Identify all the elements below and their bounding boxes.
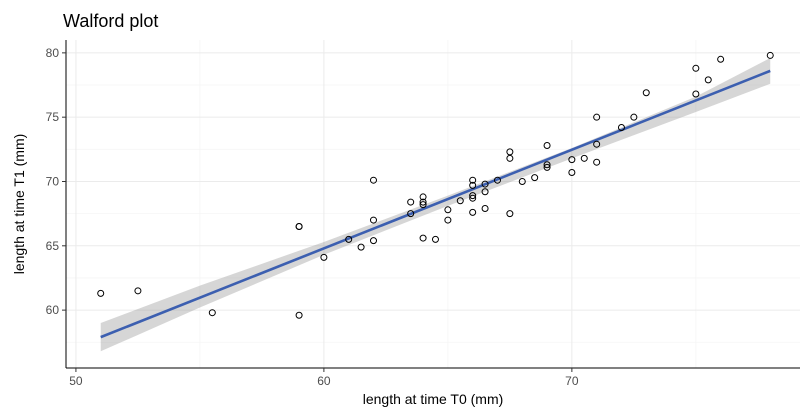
data-point: [593, 113, 601, 121]
data-point: [469, 208, 477, 216]
data-point: [518, 177, 526, 185]
data-point: [481, 188, 489, 196]
data-point: [419, 193, 427, 201]
data-point: [704, 76, 712, 84]
data-point: [481, 205, 489, 213]
y-tick-label: 65: [46, 239, 60, 253]
x-axis-title: length at time T0 (mm): [363, 391, 504, 407]
data-point: [407, 210, 415, 218]
data-point: [543, 141, 551, 149]
data-point: [369, 237, 377, 245]
data-point: [369, 216, 377, 224]
data-point: [692, 64, 700, 72]
data-point: [431, 235, 439, 243]
data-point: [531, 174, 539, 182]
data-point: [506, 154, 514, 162]
data-point: [580, 154, 588, 162]
data-point: [493, 176, 501, 184]
data-point: [469, 176, 477, 184]
data-point: [369, 176, 377, 184]
data-point: [593, 140, 601, 148]
data-point: [543, 163, 551, 171]
data-point: [134, 287, 142, 295]
x-tick-label: 50: [69, 374, 83, 388]
data-point: [419, 201, 427, 209]
points-layer: [97, 51, 774, 319]
data-point: [456, 197, 464, 205]
data-point: [506, 210, 514, 218]
data-point: [642, 89, 650, 97]
data-point: [208, 309, 216, 317]
data-point: [617, 123, 625, 131]
data-point: [295, 223, 303, 231]
x-tick-label: 70: [565, 374, 579, 388]
y-tick-label: 70: [46, 174, 60, 188]
data-point: [469, 181, 477, 189]
data-point: [295, 311, 303, 319]
data-point: [97, 289, 105, 297]
data-point: [543, 161, 551, 169]
data-point: [766, 51, 774, 59]
y-tick-label: 80: [46, 46, 60, 60]
data-point: [444, 216, 452, 224]
data-point: [568, 168, 576, 176]
data-point: [630, 113, 638, 121]
data-point: [481, 180, 489, 188]
x-axis-ticks: 50 60 70: [69, 368, 579, 388]
x-tick-label: 60: [317, 374, 331, 388]
data-point: [419, 234, 427, 242]
data-point: [469, 194, 477, 202]
y-axis-title: length at time T1 (mm): [11, 134, 27, 275]
plot-grid: [66, 40, 800, 368]
fit-line: [100, 69, 771, 339]
y-axis-ticks: 60 65 70 75 80: [46, 46, 66, 317]
data-point: [345, 235, 353, 243]
chart-title: Walford plot: [63, 11, 158, 31]
data-point: [444, 206, 452, 214]
data-point: [320, 253, 328, 261]
data-point: [419, 198, 427, 206]
data-point: [506, 148, 514, 156]
y-tick-label: 60: [46, 303, 60, 317]
data-point: [568, 156, 576, 164]
data-point: [469, 192, 477, 200]
data-point: [407, 198, 415, 206]
fit-line-layer: [100, 69, 771, 339]
data-point: [717, 55, 725, 63]
data-point: [692, 90, 700, 98]
y-tick-label: 75: [46, 110, 60, 124]
data-point: [357, 243, 365, 251]
data-point: [593, 158, 601, 166]
